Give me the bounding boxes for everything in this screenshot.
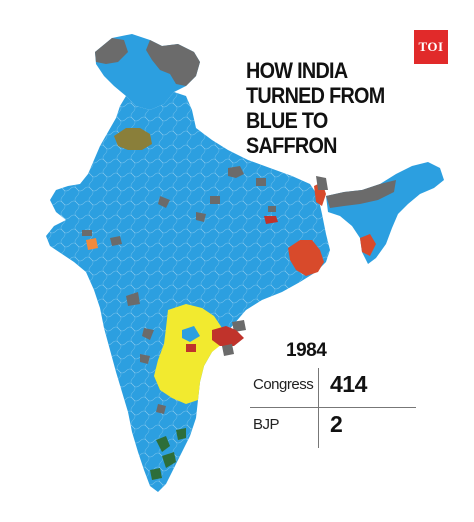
table-row: BJP 2 <box>250 408 416 447</box>
headline-line-3: BLUE TO <box>246 108 328 133</box>
region-bihar-left-spot <box>264 216 278 224</box>
seat-count: 414 <box>330 371 367 397</box>
election-year: 1984 <box>286 340 327 361</box>
region-tripura-left <box>360 234 376 256</box>
region-west-bengal-left <box>288 240 324 276</box>
headline-line-4: SAFFRON <box>246 133 337 158</box>
headline-line-2: TURNED FROM <box>246 83 385 108</box>
seat-count: 2 <box>330 411 343 437</box>
region-punjab-akali <box>114 128 152 150</box>
region-andhra-tdp <box>154 304 232 404</box>
region-tamil-nadu-dmk <box>150 428 186 480</box>
region-northeast <box>326 162 444 264</box>
party-name: Congress <box>253 376 314 393</box>
toi-logo: TOI <box>414 30 448 64</box>
region-nepal-gap-grey <box>316 176 328 190</box>
table-divider <box>318 368 319 448</box>
results-table: Congress 414 BJP 2 <box>250 368 416 447</box>
region-andhra-left-coast <box>212 326 244 346</box>
region-kashmir-other <box>95 38 128 64</box>
region-ladakh-other <box>146 40 200 86</box>
region-saffron-seat-gujarat <box>86 238 98 250</box>
region-assam-other <box>326 180 396 208</box>
table-row: Congress 414 <box>250 368 416 408</box>
headline: HOW INDIA TURNED FROM BLUE TO SAFFRON <box>246 58 422 158</box>
region-andhra-other <box>222 344 234 356</box>
region-andhra-red-seat <box>186 344 196 352</box>
headline-line-1: HOW INDIA <box>246 58 348 83</box>
region-andhra-blue-pocket <box>182 326 200 342</box>
party-name: BJP <box>253 416 280 433</box>
